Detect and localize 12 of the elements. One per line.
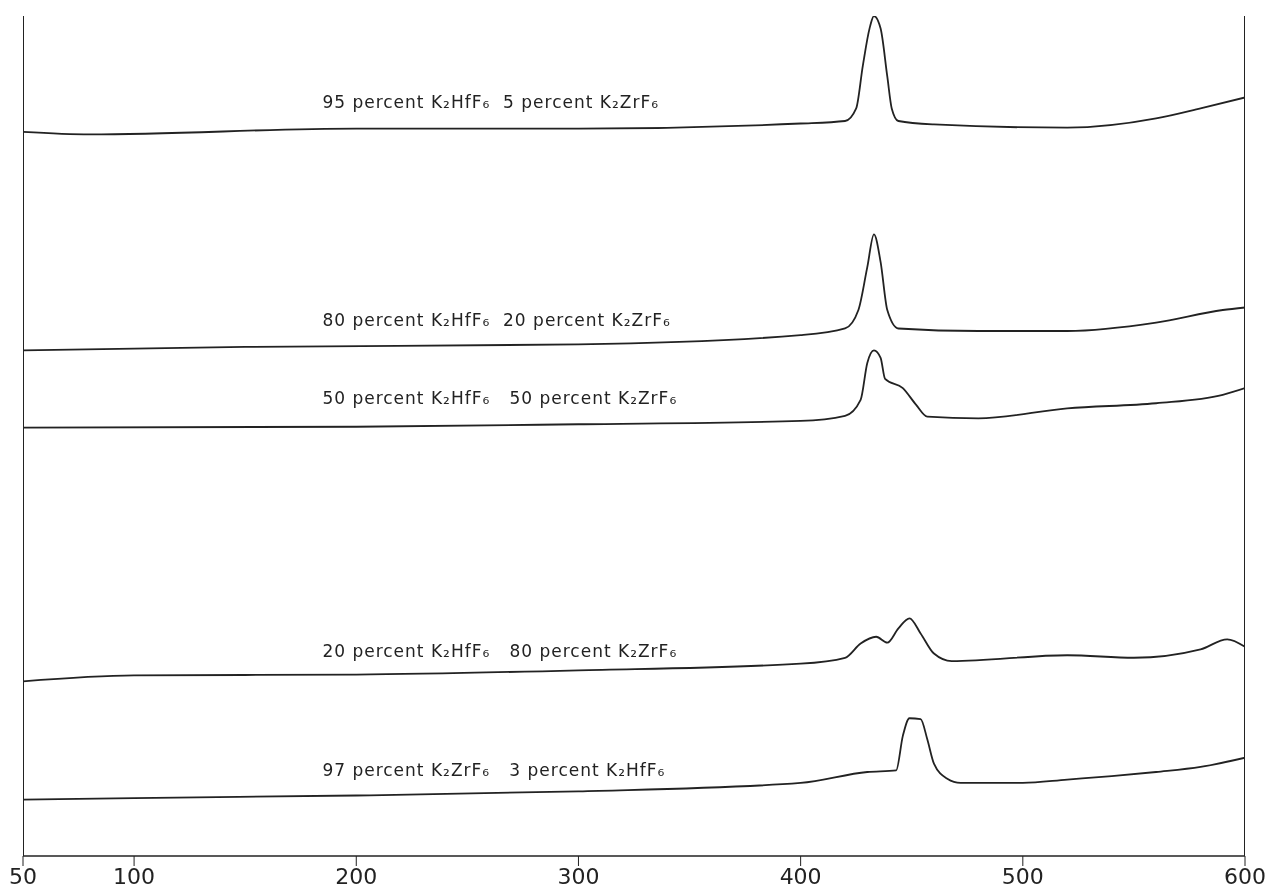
x-tick-label: 100 xyxy=(113,863,156,889)
series-label: 20 percent K₂HfF₆ 80 percent K₂ZrF₆ xyxy=(322,641,678,662)
x-tick-label: 200 xyxy=(335,863,378,889)
x-tick-label: 600 xyxy=(1224,863,1266,889)
x-tick-label: 400 xyxy=(779,863,822,889)
x-tick-label: 300 xyxy=(557,863,600,889)
series-label: 50 percent K₂HfF₆ 50 percent K₂ZrF₆ xyxy=(322,387,678,408)
series-label: 95 percent K₂HfF₆ 5 percent K₂ZrF₆ xyxy=(322,91,659,112)
series-label: 97 percent K₂ZrF₆ 3 percent K₂HfF₆ xyxy=(322,759,666,780)
x-tick-label: 50 xyxy=(9,863,37,889)
series-label: 80 percent K₂HfF₆ 20 percent K₂ZrF₆ xyxy=(322,310,671,331)
x-tick-label: 500 xyxy=(1001,863,1044,889)
